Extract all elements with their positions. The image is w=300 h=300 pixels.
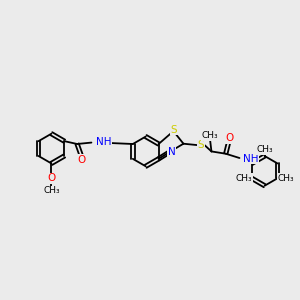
Text: CH₃: CH₃ xyxy=(202,131,218,140)
Text: CH₃: CH₃ xyxy=(256,145,273,154)
Text: NH: NH xyxy=(243,154,259,164)
Text: S: S xyxy=(198,140,205,150)
Text: NH: NH xyxy=(96,137,111,147)
Text: CH₃: CH₃ xyxy=(236,174,252,183)
Text: O: O xyxy=(77,155,86,165)
Text: S: S xyxy=(171,125,177,135)
Text: N: N xyxy=(168,147,175,157)
Text: CH₃: CH₃ xyxy=(43,186,60,195)
Text: O: O xyxy=(225,133,233,143)
Text: O: O xyxy=(47,173,56,183)
Text: CH₃: CH₃ xyxy=(277,174,294,183)
